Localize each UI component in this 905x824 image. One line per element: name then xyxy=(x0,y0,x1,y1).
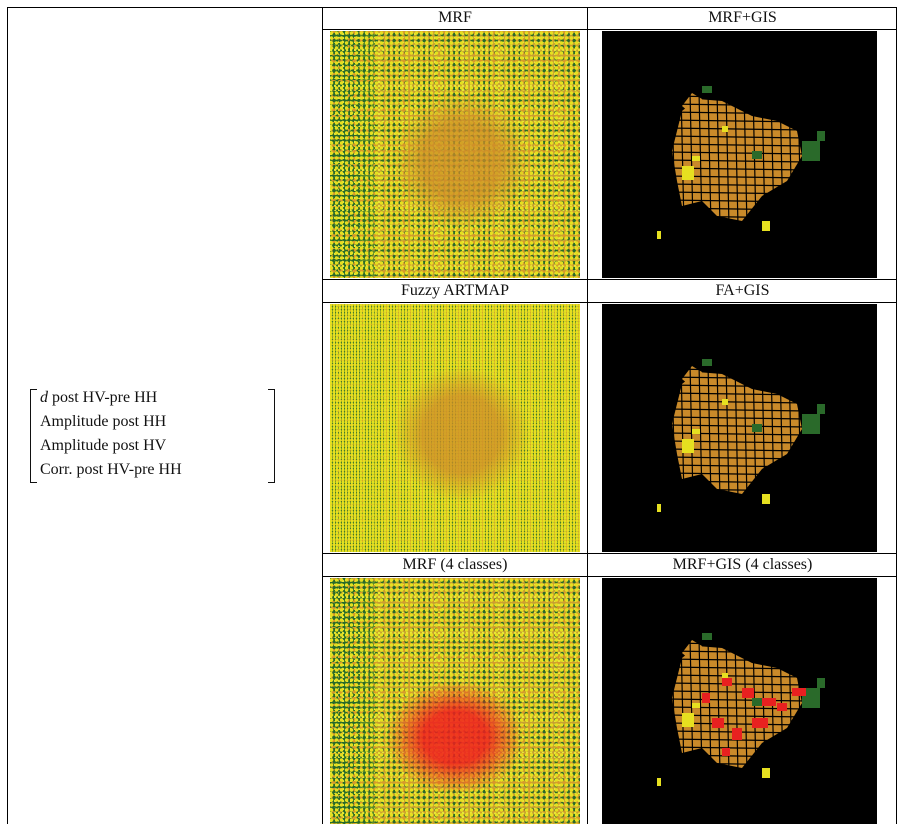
matrix-line: Corr. post HV-pre HH xyxy=(40,459,182,481)
map-drawing xyxy=(602,304,877,552)
classification-image xyxy=(330,578,580,824)
map-shape xyxy=(682,713,694,727)
map-drawing xyxy=(602,578,877,824)
matrix-line: Amplitude post HV xyxy=(40,435,166,457)
map-shape xyxy=(682,439,694,453)
matrix-line: d post HV-pre HH xyxy=(40,387,157,409)
map-shape xyxy=(722,678,732,686)
map-shape xyxy=(657,231,661,239)
column-header: Fuzzy ARTMAP xyxy=(323,280,587,302)
map-shape xyxy=(722,748,730,756)
matrix-line: Amplitude post HH xyxy=(40,411,166,433)
map-shape xyxy=(752,698,762,706)
column-divider xyxy=(322,7,323,824)
map-shape xyxy=(657,778,661,786)
map-shape xyxy=(702,359,712,366)
map-shape xyxy=(722,399,728,405)
map-shape xyxy=(667,497,807,499)
column-header: MRF xyxy=(323,7,587,29)
bracket xyxy=(30,389,37,483)
column-header: FA+GIS xyxy=(588,280,897,302)
page: d post HV-pre HH Amplitude post HH Ampli… xyxy=(0,0,905,824)
map-shape xyxy=(722,126,728,132)
map-shape xyxy=(817,678,825,688)
matrix-text: post HV-pre HH xyxy=(52,389,157,406)
column-header: MRF+GIS xyxy=(588,7,897,29)
map-shape xyxy=(667,224,807,226)
column-divider xyxy=(587,7,588,824)
map-shape xyxy=(802,414,820,434)
map-image xyxy=(602,578,877,824)
map-shape xyxy=(762,698,776,706)
map-shape xyxy=(702,86,712,93)
map-shape xyxy=(817,131,825,141)
map-shape xyxy=(667,369,807,371)
map-shape xyxy=(692,429,700,434)
row-divider xyxy=(322,302,897,303)
row-divider xyxy=(322,576,897,577)
map-shape xyxy=(667,771,807,773)
map-shape xyxy=(752,424,762,432)
map-shape xyxy=(777,703,787,711)
row-divider xyxy=(322,29,897,30)
map-shape xyxy=(702,693,710,703)
map-shape xyxy=(702,633,712,640)
map-shape xyxy=(667,96,807,98)
map-shape xyxy=(817,404,825,414)
map-shape xyxy=(762,494,770,504)
map-image xyxy=(602,31,877,278)
map-shape xyxy=(732,728,742,740)
map-shape xyxy=(752,718,768,728)
map-shape xyxy=(712,718,724,728)
map-image xyxy=(602,304,877,552)
map-shape xyxy=(657,504,661,512)
map-shape xyxy=(752,151,762,159)
map-shape xyxy=(692,703,700,708)
map-shape xyxy=(667,643,807,645)
map-shape xyxy=(742,688,754,698)
variable: d xyxy=(40,389,48,406)
classification-image xyxy=(330,304,580,552)
column-header: MRF+GIS (4 classes) xyxy=(588,554,897,576)
map-drawing xyxy=(602,31,877,278)
map-shape xyxy=(682,166,694,180)
map-shape xyxy=(692,156,700,161)
map-shape xyxy=(762,768,770,778)
map-shape xyxy=(792,688,806,696)
classification-image xyxy=(330,31,580,278)
feature-matrix: d post HV-pre HH Amplitude post HH Ampli… xyxy=(30,387,275,485)
bracket xyxy=(268,389,275,483)
map-shape xyxy=(762,221,770,231)
column-header: MRF (4 classes) xyxy=(323,554,587,576)
map-shape xyxy=(802,141,820,161)
